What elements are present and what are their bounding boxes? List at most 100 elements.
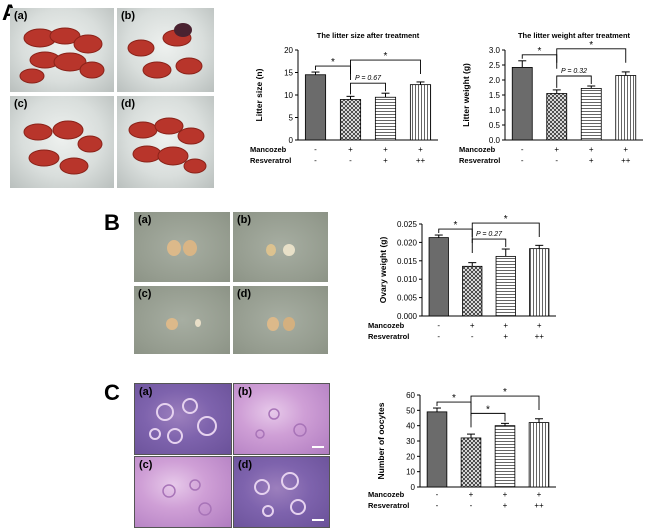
panel-label-b: B [104,210,120,235]
treatment-label: Resveratrol [368,501,409,510]
y-tick-label: 3.0 [489,46,501,55]
treatment-value: - [555,156,558,165]
subpanel-label: (a) [14,10,28,22]
ovary-photo-c: (c) [134,286,230,354]
y-tick-label: 50 [406,406,415,415]
subpanel-label: (a) [139,386,153,398]
histology-photo-b: (b) [233,383,330,455]
y-tick-label: 0.000 [397,312,418,321]
treatment-label: Mancozeb [459,145,496,154]
subpanel-label: (a) [138,214,152,226]
bar [495,255,516,317]
bar [462,265,483,317]
treatment-value: + [503,321,508,330]
significance-bracket [470,395,540,411]
oocytes-chart: Number of oocytes 0 10 20 30 40 50 60 * * * Mancoze… [368,387,556,510]
p-value-label: P = 0.67 [355,75,382,82]
ovary-photo-d: (d) [233,286,328,354]
y-tick-label: 60 [406,391,415,400]
follicles-illustration [255,408,324,448]
treatment-value: ++ [621,156,631,165]
histology-photo-d: (d) [233,456,330,528]
litter-photo-a: (a) [10,8,114,92]
significance-bracket [521,54,558,69]
y-tick-label: 2.5 [489,61,501,70]
significance-bracket [350,82,386,95]
bar [546,93,568,141]
treatment-value: ++ [534,501,544,510]
y-tick-label: 0.010 [397,275,418,284]
significance-star: * [538,46,542,57]
treatment-label: Mancozeb [368,321,405,330]
ovary-illustration [167,240,197,256]
ovary-illustration [266,244,295,256]
subpanel-label: (d) [238,459,253,471]
bar [304,74,327,141]
significance-star: * [452,393,456,404]
treatment-value: - [436,490,439,499]
significance-star: * [504,214,508,225]
subpanel-label: (d) [237,288,252,300]
bar [511,67,533,141]
y-tick-label: 0.005 [397,294,418,303]
treatment-value: - [521,145,524,154]
treatment-value: + [470,321,475,330]
treatment-label: Mancozeb [368,490,405,499]
y-tick-label: 1.5 [489,91,501,100]
bar [339,99,362,141]
treatment-value: + [418,145,423,154]
significance-bracket [350,59,421,75]
subpanel-label: (d) [121,98,136,110]
treatment-label: Mancozeb [250,145,287,154]
chart-title: The litter size after treatment [317,31,420,40]
subpanel-label: (c) [138,288,152,300]
histology-photo-c: (c) [134,456,232,528]
y-tick-label: 5 [289,114,294,123]
treatment-label: Resveratrol [368,332,409,341]
treatment-value: + [469,490,474,499]
significance-star: * [503,387,507,398]
y-axis-label: Number of oocytes [376,402,386,479]
y-axis-label: Litter size (n) [254,68,264,121]
treatment-value: - [436,501,439,510]
y-tick-label: 15 [284,69,293,78]
treatment-label: Resveratrol [250,156,291,165]
bar [460,437,482,488]
significance-star: * [589,40,593,51]
treatment-value: + [554,145,559,154]
bar [494,425,516,488]
treatment-value: - [314,145,317,154]
pups-illustration [23,120,103,175]
bar [529,248,550,317]
litter-weight-chart: The litter weight after treatment Litter … [459,31,643,165]
significance-bracket [470,412,506,428]
ovary-photo-a: (a) [134,212,230,282]
litter-photo-c: (c) [10,96,114,188]
significance-bracket [556,75,592,88]
follicles-illustration [254,472,324,521]
significance-bracket [471,222,540,238]
treatment-value: ++ [416,156,426,165]
y-tick-label: 0.0 [489,136,501,145]
significance-star: * [454,220,458,231]
treatment-value: + [348,145,353,154]
y-axis-label: Litter weight (g) [461,63,471,127]
treatment-value: + [589,145,594,154]
treatment-label: Resveratrol [459,156,500,165]
treatment-value: + [503,490,508,499]
treatment-value: - [470,501,473,510]
treatment-value: + [537,321,542,330]
follicles-illustration [149,398,217,444]
y-tick-label: 0.025 [397,220,418,229]
ovary-weight-chart: Ovary weight (g) 0.000 0.005 0.010 0.015 0.02… [368,214,556,341]
treatment-value: - [521,156,524,165]
treatment-value: + [503,332,508,341]
y-tick-label: 20 [406,452,415,461]
chart-title: The litter weight after treatment [518,31,631,40]
y-tick-label: 0.5 [489,121,501,130]
treatment-value: + [623,145,628,154]
y-tick-label: 10 [406,468,415,477]
treatment-value: + [383,145,388,154]
bar [374,96,397,141]
subpanel-label: (c) [14,98,28,110]
